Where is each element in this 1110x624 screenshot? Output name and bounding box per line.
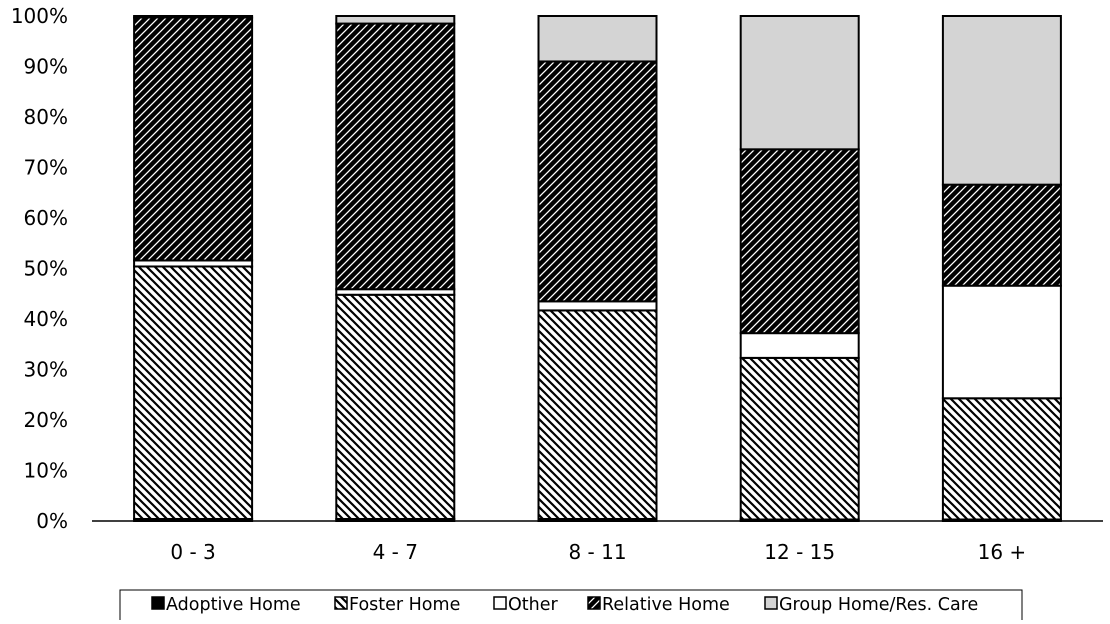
y-tick-label: 100% — [11, 4, 68, 28]
legend-swatch — [493, 596, 507, 610]
bar-segment-other — [537, 300, 658, 312]
bar-segment-foster-home — [133, 265, 254, 520]
legend-label: Foster Home — [349, 595, 460, 615]
x-tick-label: 8 - 11 — [568, 540, 626, 564]
bars — [133, 15, 1062, 522]
bar-segment-relative-home — [133, 16, 254, 262]
x-axis: 0 - 3 4 - 7 8 - 11 12 - 15 16 + — [92, 520, 1103, 564]
y-tick-label: 10% — [24, 459, 68, 483]
bar-segment-other — [941, 284, 1062, 400]
x-tick-label: 0 - 3 — [170, 540, 215, 564]
legend-label: Adoptive Home — [166, 595, 301, 615]
legend-label: Relative Home — [602, 595, 730, 615]
bar-segment-relative-home — [537, 60, 658, 303]
x-tick-label: 4 - 7 — [373, 540, 418, 564]
bar-segment-foster-home — [335, 293, 456, 520]
bar-segment-group-home-res-care — [335, 15, 456, 25]
legend-label: Other — [508, 595, 558, 615]
bar-segment-foster-home — [941, 397, 1062, 521]
y-tick-label: 50% — [24, 257, 68, 281]
bar-segment-group-home-res-care — [739, 15, 860, 151]
y-tick-label: 70% — [24, 156, 68, 180]
bar-segment-group-home-res-care — [537, 15, 658, 63]
y-tick-label: 20% — [24, 408, 68, 432]
bar-segment-relative-home — [941, 183, 1062, 287]
legend-swatch — [151, 596, 165, 610]
legend-box — [119, 589, 1023, 624]
x-tick-label: 12 - 15 — [764, 540, 835, 564]
legend-swatch — [334, 596, 348, 610]
bar-segment-group-home-res-care — [941, 15, 1062, 186]
bar-segment-relative-home — [739, 148, 860, 335]
x-tick-label: 16 + — [978, 540, 1027, 564]
legend-swatch — [587, 596, 601, 610]
legend: Adoptive Home Foster Home Other Relative Ho… — [119, 589, 1023, 624]
y-tick-label: 80% — [24, 105, 68, 129]
bar-segment-foster-home — [739, 356, 860, 521]
legend-swatch — [764, 596, 778, 610]
bar-segment-relative-home — [335, 22, 456, 291]
y-tick-label: 40% — [24, 307, 68, 331]
legend-label: Group Home/Res. Care — [779, 595, 978, 615]
y-tick-label: 60% — [24, 206, 68, 230]
y-tick-label: 30% — [24, 358, 68, 382]
y-tick-label: 90% — [24, 55, 68, 79]
bar-segment-other — [739, 332, 860, 359]
y-axis: 0% 10% 20% 30% 40% 50% 60% 70% 80% 90% 100% — [11, 4, 68, 533]
bar-segment-foster-home — [537, 309, 658, 520]
bar-segment-group-home-res-care — [133, 15, 254, 19]
y-tick-label: 0% — [36, 509, 68, 533]
